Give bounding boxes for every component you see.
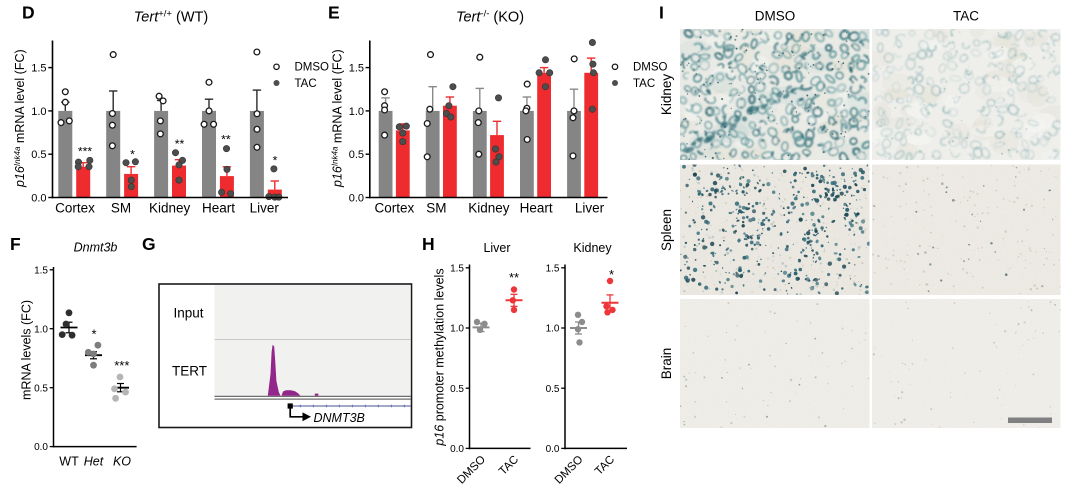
svg-text:0.5: 0.5 <box>31 149 46 161</box>
svg-text:*: * <box>609 267 614 282</box>
svg-text:0.0: 0.0 <box>34 442 48 453</box>
svg-text:Kidney: Kidney <box>659 74 674 116</box>
svg-text:0.5: 0.5 <box>349 149 364 161</box>
svg-text:Brain: Brain <box>659 348 674 380</box>
svg-text:Kidney: Kidney <box>149 201 191 216</box>
svg-text:SM: SM <box>426 201 446 216</box>
svg-text:Liver: Liver <box>575 201 605 216</box>
svg-text:I: I <box>659 3 664 23</box>
svg-text:1.5: 1.5 <box>450 263 464 274</box>
svg-text:TAC: TAC <box>633 78 655 90</box>
svg-text:SM: SM <box>111 201 131 216</box>
svg-text:Liver: Liver <box>250 201 280 216</box>
svg-text:DMSO: DMSO <box>633 62 668 74</box>
svg-text:Liver: Liver <box>483 241 510 255</box>
svg-text:1.5: 1.5 <box>31 63 46 75</box>
svg-text:0.5: 0.5 <box>546 384 560 395</box>
svg-text:p16 promoter methylation level: p16 promoter methylation levels <box>433 268 447 446</box>
svg-text:DNMT3B: DNMT3B <box>314 411 365 425</box>
svg-text:0.0: 0.0 <box>349 192 364 204</box>
svg-text:0.0: 0.0 <box>31 192 46 204</box>
svg-text:Heart: Heart <box>520 201 553 216</box>
svg-text:0.0: 0.0 <box>450 444 464 455</box>
svg-text:F: F <box>10 234 21 254</box>
svg-text:TAC: TAC <box>953 9 979 24</box>
svg-text:E: E <box>328 3 340 23</box>
svg-text:TERT: TERT <box>172 364 207 379</box>
svg-text:1.5: 1.5 <box>546 263 560 274</box>
svg-text:*: * <box>273 154 278 168</box>
svg-text:***: *** <box>114 358 129 373</box>
svg-text:D: D <box>22 3 35 23</box>
svg-text:mRNA levels (FC): mRNA levels (FC) <box>20 300 34 400</box>
svg-text:H: H <box>422 234 435 254</box>
svg-text:1.5: 1.5 <box>34 265 48 276</box>
svg-text:TAC: TAC <box>593 454 617 478</box>
svg-text:**: ** <box>221 133 231 147</box>
svg-text:DMSO: DMSO <box>455 454 488 487</box>
svg-text:0.5: 0.5 <box>34 383 48 394</box>
svg-text:Input: Input <box>174 306 204 321</box>
svg-text:p16Ink4a mRNA level (FC): p16Ink4a mRNA level (FC) <box>331 49 345 188</box>
svg-text:1.0: 1.0 <box>450 324 464 335</box>
svg-text:DMSO: DMSO <box>295 62 330 74</box>
svg-text:Cortex: Cortex <box>55 201 95 216</box>
svg-text:DMSO: DMSO <box>553 454 586 487</box>
svg-text:*: * <box>91 326 96 341</box>
svg-text:Heart: Heart <box>202 201 235 216</box>
svg-text:1.0: 1.0 <box>349 106 364 118</box>
svg-text:TAC: TAC <box>295 78 317 90</box>
svg-text:0.0: 0.0 <box>546 444 560 455</box>
svg-text:1.0: 1.0 <box>546 324 560 335</box>
svg-text:p16Ink4a mRNA level (FC): p16Ink4a mRNA level (FC) <box>13 49 27 188</box>
svg-text:0.5: 0.5 <box>450 384 464 395</box>
svg-text:Dnmt3b: Dnmt3b <box>74 241 118 255</box>
svg-text:TAC: TAC <box>497 454 521 478</box>
svg-text:**: ** <box>175 137 185 151</box>
svg-text:1.5: 1.5 <box>349 63 364 75</box>
svg-text:Kidney: Kidney <box>573 241 612 255</box>
svg-text:***: *** <box>78 145 93 159</box>
svg-text:WT: WT <box>59 455 79 469</box>
svg-text:1.0: 1.0 <box>31 106 46 118</box>
svg-text:**: ** <box>509 270 519 285</box>
svg-text:Het: Het <box>84 455 104 469</box>
svg-text:Tert+/+ (WT): Tert+/+ (WT) <box>134 9 208 26</box>
svg-text:1.0: 1.0 <box>34 324 48 335</box>
svg-text:G: G <box>142 234 156 254</box>
svg-text:DMSO: DMSO <box>755 9 796 24</box>
svg-text:KO: KO <box>113 455 131 469</box>
svg-text:Cortex: Cortex <box>375 201 415 216</box>
svg-text:Tert-/- (KO): Tert-/- (KO) <box>456 9 524 26</box>
svg-text:Kidney: Kidney <box>468 201 510 216</box>
svg-text:Spleen: Spleen <box>659 209 674 251</box>
svg-text:*: * <box>130 147 135 161</box>
